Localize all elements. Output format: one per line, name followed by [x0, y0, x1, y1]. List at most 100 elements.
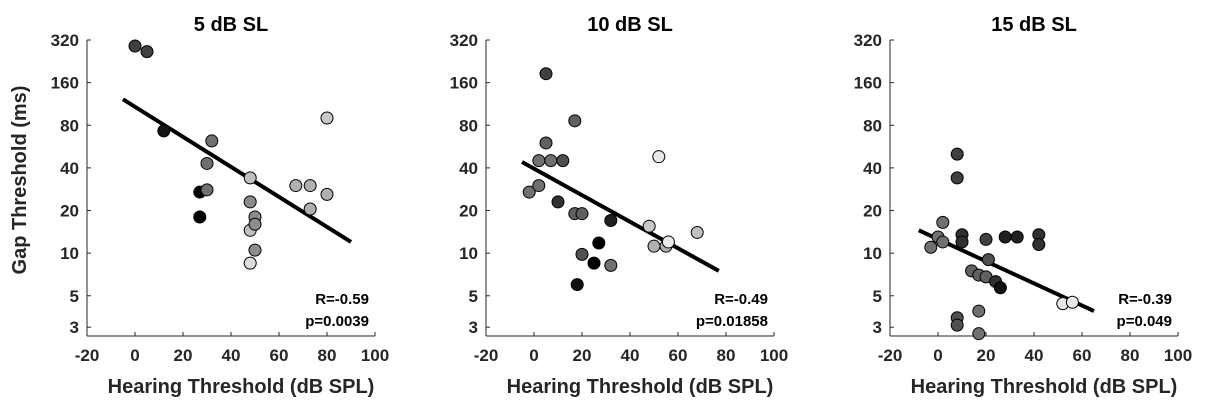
- data-point: [592, 236, 606, 250]
- data-point: [303, 179, 317, 193]
- y-tick-label: 80: [459, 116, 478, 135]
- x-tick-label: 60: [669, 346, 688, 365]
- data-point: [950, 318, 964, 332]
- x-tick-label: 80: [1121, 346, 1140, 365]
- data-point: [320, 111, 334, 125]
- data-point: [243, 256, 257, 270]
- data-point: [539, 136, 553, 150]
- x-tick-label: 100: [760, 346, 788, 365]
- data-point: [652, 150, 666, 164]
- data-point: [544, 154, 558, 168]
- data-point: [575, 247, 589, 261]
- data-point: [993, 281, 1007, 295]
- data-point: [587, 256, 601, 270]
- y-tick-label: 80: [863, 116, 882, 135]
- y-tick-label: 20: [863, 202, 882, 221]
- data-point: [205, 134, 219, 148]
- y-tick-label: 160: [854, 74, 882, 93]
- data-point: [157, 124, 171, 138]
- chart-title: 5 dB SL: [194, 14, 268, 36]
- data-point: [647, 239, 661, 253]
- r-value: R=-0.39: [1118, 291, 1172, 308]
- panel-10db: -20 0 20 40 60 80 100 3 5 10 20 40 80 160 320 10 dB SL H…: [450, 14, 789, 398]
- data-point: [539, 67, 553, 81]
- data-point: [604, 214, 618, 228]
- y-tick-label: 3: [873, 318, 882, 337]
- y-tick-label: 5: [469, 287, 478, 306]
- y-tick-label: 320: [450, 31, 478, 50]
- data-point: [303, 202, 317, 216]
- data-point: [1065, 295, 1079, 309]
- y-tick-label: 10: [459, 244, 478, 263]
- x-tick-label: 0: [529, 346, 538, 365]
- y-tick-label: 320: [854, 31, 882, 50]
- data-point: [140, 45, 154, 59]
- data-point: [642, 219, 656, 233]
- data-point: [972, 327, 986, 341]
- data-point: [604, 258, 618, 272]
- data-point: [981, 253, 995, 267]
- x-tick-label: 40: [621, 346, 640, 365]
- x-tick-label: 20: [573, 346, 592, 365]
- data-point: [243, 195, 257, 209]
- x-tick-label: 20: [174, 346, 193, 365]
- y-tick-label: 80: [60, 116, 79, 135]
- data-point: [950, 171, 964, 185]
- x-tick-label: 40: [1025, 346, 1044, 365]
- data-point: [200, 183, 214, 197]
- panel-15db: -20 0 20 40 60 80 100 3 5 10 20 40 80 160 320 15 dB SL H…: [854, 14, 1193, 398]
- data-point: [936, 235, 950, 249]
- chart-title: 15 dB SL: [991, 14, 1077, 36]
- y-tick-label: 10: [863, 244, 882, 263]
- p-value: p=0.049: [1117, 313, 1172, 330]
- data-point: [556, 154, 570, 168]
- data-point: [972, 304, 986, 318]
- data-point: [998, 230, 1012, 244]
- x-tick-label: -20: [75, 346, 100, 365]
- y-tick-label: 160: [450, 74, 478, 93]
- p-value: p=0.01858: [696, 313, 768, 330]
- data-point: [522, 185, 536, 199]
- x-tick-label: -20: [878, 346, 903, 365]
- y-tick-label: 320: [51, 31, 79, 50]
- y-tick-label: 40: [863, 159, 882, 178]
- data-point: [289, 179, 303, 193]
- data-point: [979, 232, 993, 246]
- data-point: [950, 147, 964, 161]
- chart-title: 10 dB SL: [587, 14, 673, 36]
- r-value: R=-0.49: [714, 291, 768, 308]
- regression-line: [121, 97, 353, 244]
- data-point: [200, 156, 214, 170]
- y-tick-label: 3: [469, 318, 478, 337]
- data-point: [193, 210, 207, 224]
- data-point: [570, 278, 584, 292]
- x-tick-label: 80: [717, 346, 736, 365]
- regression-line: [521, 160, 720, 273]
- data-point: [575, 207, 589, 221]
- x-axis-label: Hearing Threshold (dB SPL): [911, 376, 1178, 398]
- y-tick-label: 20: [459, 202, 478, 221]
- data-point: [320, 187, 334, 201]
- x-tick-label: 60: [1073, 346, 1092, 365]
- y-axis-label: Gap Threshold (ms): [9, 86, 31, 275]
- x-tick-label: 60: [270, 346, 289, 365]
- y-tick-label: 20: [60, 202, 79, 221]
- data-point: [248, 243, 262, 257]
- data-point: [661, 235, 675, 249]
- data-point: [128, 39, 142, 53]
- y-tick-label: 3: [70, 318, 79, 337]
- x-tick-label: -20: [474, 346, 499, 365]
- data-point: [243, 171, 257, 185]
- data-point: [924, 240, 938, 254]
- y-tick-label: 40: [60, 159, 79, 178]
- y-tick-label: 10: [60, 244, 79, 263]
- p-value: p=0.0039: [305, 313, 369, 330]
- r-value: R=-0.59: [315, 291, 369, 308]
- x-tick-label: 100: [1164, 346, 1192, 365]
- data-point: [532, 154, 546, 168]
- y-tick-label: 5: [873, 287, 882, 306]
- x-tick-label: 0: [130, 346, 139, 365]
- data-point: [532, 179, 546, 193]
- x-tick-label: 100: [361, 346, 389, 365]
